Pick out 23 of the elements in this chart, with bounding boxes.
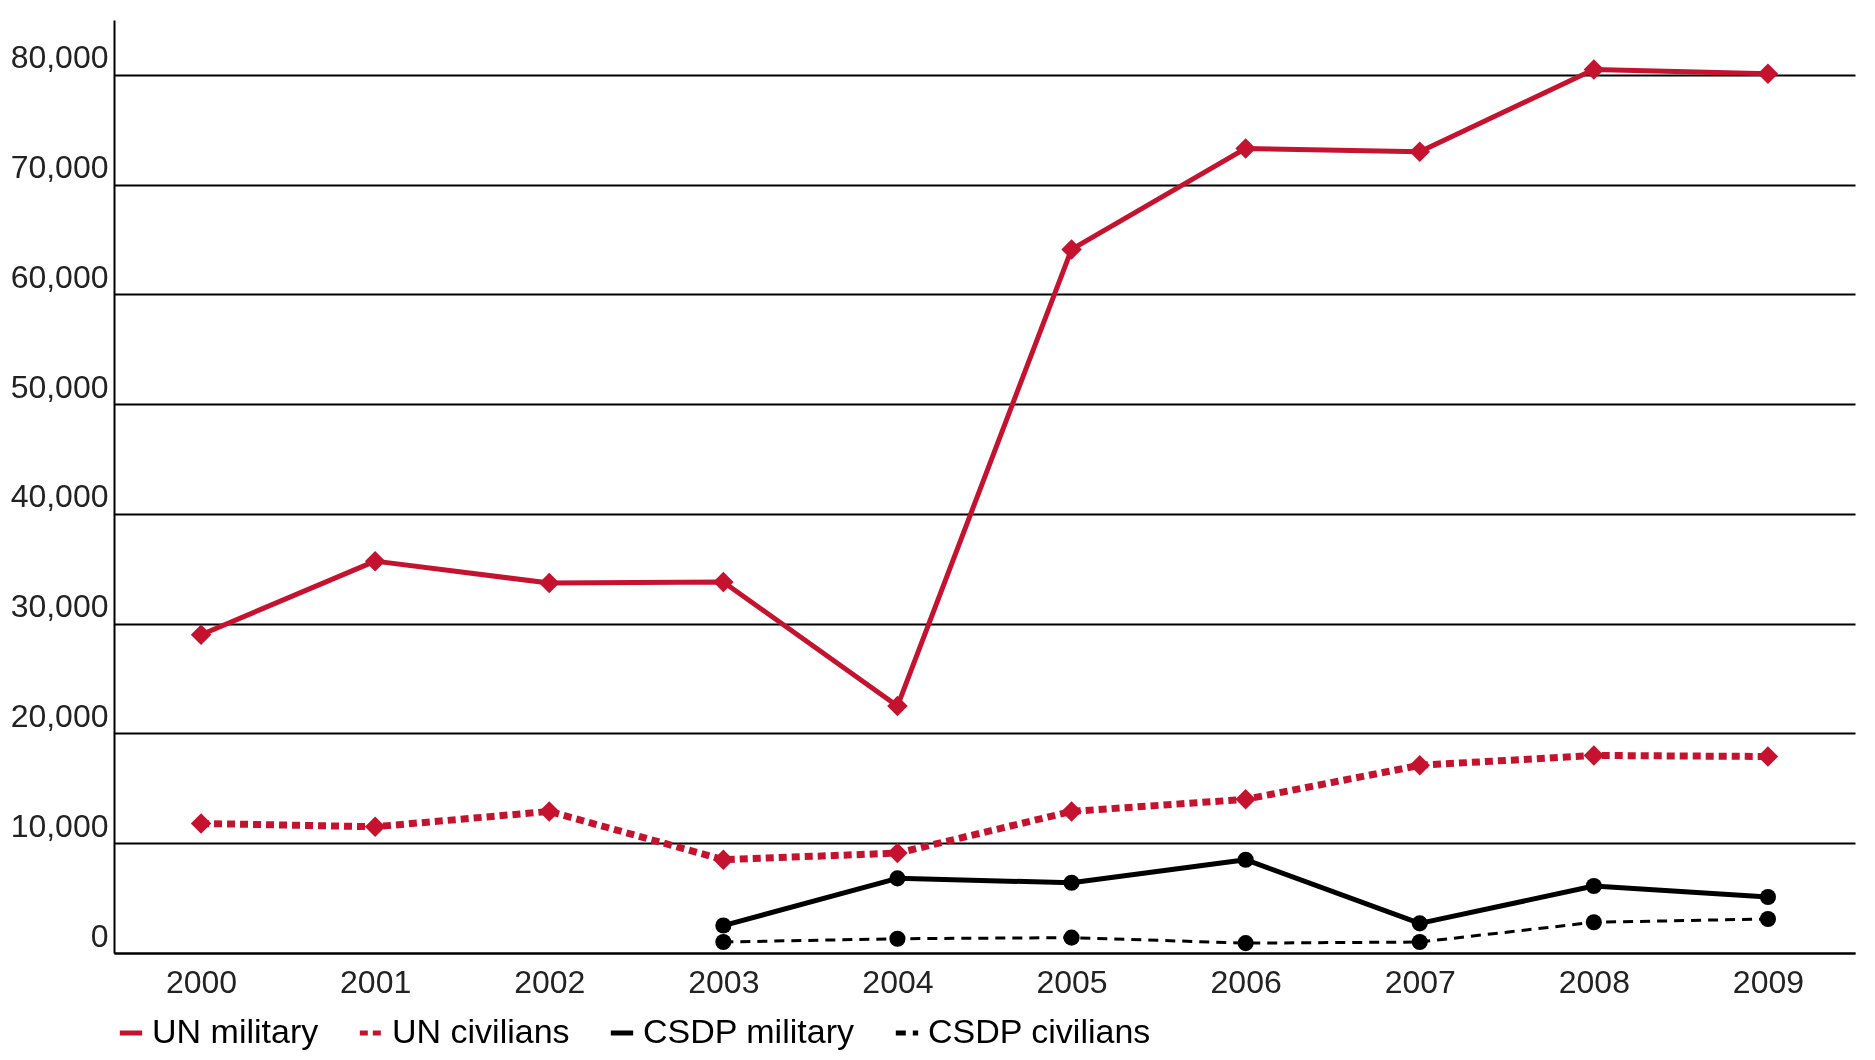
y-tick-label: 60,000	[10, 258, 109, 295]
y-tick-label: 70,000	[10, 149, 109, 186]
x-tick-label: 2004	[862, 963, 934, 1000]
y-tick-label: 0	[90, 917, 109, 954]
y-tick-label: 30,000	[10, 588, 109, 625]
x-tick-label: 2003	[688, 963, 760, 1000]
x-tick-label: 2001	[340, 963, 412, 1000]
legend-label: CSDP military	[643, 1012, 854, 1050]
legend-label: CSDP civilians	[928, 1012, 1151, 1050]
x-tick-label: 2007	[1384, 963, 1456, 1000]
x-tick-label: 2008	[1558, 963, 1630, 1000]
legend-label: UN civilians	[392, 1012, 570, 1050]
y-tick-label: 80,000	[10, 39, 109, 76]
x-tick-label: 2006	[1210, 963, 1282, 1000]
y-tick-label: 20,000	[10, 697, 109, 734]
y-tick-label: 10,000	[10, 807, 109, 844]
x-tick-label: 2000	[165, 963, 238, 1000]
y-tick-label: 50,000	[10, 368, 109, 405]
legend-label: UN military	[152, 1012, 319, 1050]
x-tick-label: 2002	[514, 963, 586, 1000]
x-tick-label: 2009	[1732, 963, 1805, 1000]
x-tick-label: 2005	[1036, 963, 1108, 1000]
y-tick-label: 40,000	[10, 478, 109, 515]
